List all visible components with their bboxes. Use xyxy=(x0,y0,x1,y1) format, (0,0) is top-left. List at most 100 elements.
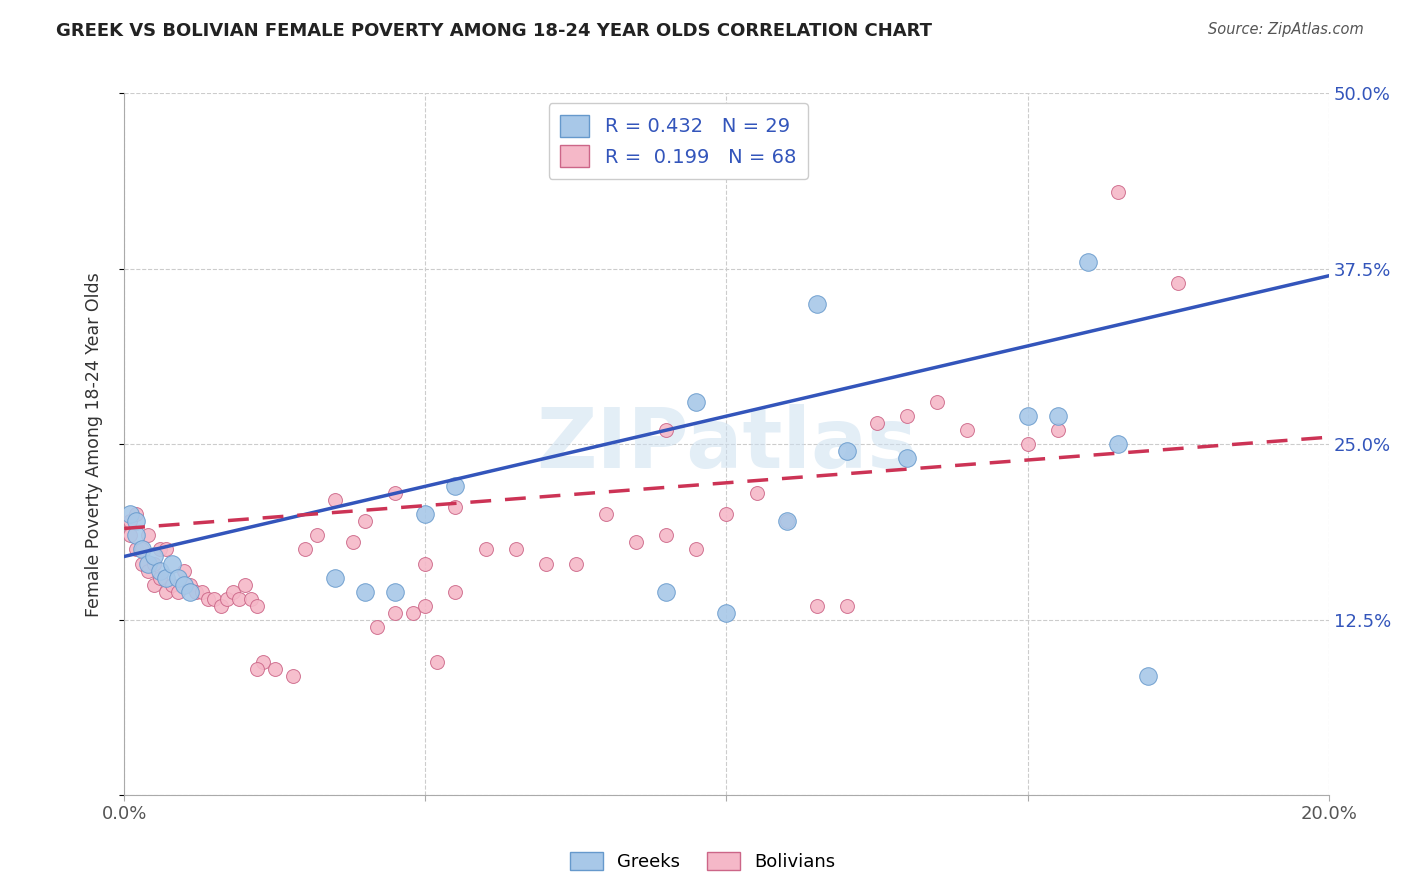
Point xyxy=(426,655,449,669)
Point xyxy=(474,542,496,557)
Point xyxy=(685,395,707,409)
Point xyxy=(866,416,889,430)
Point xyxy=(1077,254,1099,268)
Point xyxy=(896,451,918,466)
Point xyxy=(1107,437,1129,451)
Point xyxy=(246,599,269,613)
Point xyxy=(1046,423,1069,437)
Point xyxy=(505,542,527,557)
Point xyxy=(1137,669,1160,683)
Point xyxy=(209,599,232,613)
Point xyxy=(228,591,250,606)
Point xyxy=(384,584,406,599)
Point xyxy=(120,515,142,529)
Point xyxy=(173,577,195,591)
Point xyxy=(162,557,184,571)
Point xyxy=(624,535,647,549)
Y-axis label: Female Poverty Among 18-24 Year Olds: Female Poverty Among 18-24 Year Olds xyxy=(86,272,103,616)
Point xyxy=(120,528,142,542)
Point xyxy=(281,669,304,683)
Point xyxy=(125,542,148,557)
Point xyxy=(655,584,678,599)
Point xyxy=(179,584,201,599)
Point xyxy=(197,591,219,606)
Point xyxy=(1107,185,1129,199)
Point xyxy=(655,423,678,437)
Point xyxy=(149,564,172,578)
Point xyxy=(191,584,214,599)
Point xyxy=(835,599,858,613)
Point xyxy=(233,577,256,591)
Point xyxy=(1017,409,1039,424)
Point xyxy=(413,599,436,613)
Point xyxy=(835,444,858,458)
Point xyxy=(173,564,195,578)
Point xyxy=(131,542,153,557)
Point xyxy=(204,591,226,606)
Point xyxy=(776,515,799,529)
Text: ZIPatlas: ZIPatlas xyxy=(536,404,917,484)
Point xyxy=(806,297,828,311)
Point xyxy=(155,542,177,557)
Point xyxy=(143,577,166,591)
Point xyxy=(221,584,243,599)
Point xyxy=(534,557,557,571)
Point xyxy=(167,570,190,584)
Point xyxy=(354,515,377,529)
Point xyxy=(444,584,467,599)
Point xyxy=(444,500,467,515)
Point xyxy=(384,486,406,500)
Point xyxy=(136,528,159,542)
Point xyxy=(1017,437,1039,451)
Point xyxy=(384,606,406,620)
Point xyxy=(149,570,172,584)
Point xyxy=(246,662,269,676)
Point xyxy=(155,584,177,599)
Point xyxy=(131,542,153,557)
Point xyxy=(806,599,828,613)
Point xyxy=(716,606,738,620)
Point xyxy=(1046,409,1069,424)
Point xyxy=(263,662,285,676)
Point xyxy=(444,479,467,493)
Point xyxy=(131,557,153,571)
Point xyxy=(149,542,172,557)
Point xyxy=(655,528,678,542)
Point xyxy=(402,606,425,620)
Point xyxy=(565,557,588,571)
Point xyxy=(927,395,949,409)
Point xyxy=(239,591,262,606)
Point xyxy=(323,570,346,584)
Point xyxy=(136,557,159,571)
Point xyxy=(354,584,377,599)
Point xyxy=(896,409,918,424)
Point xyxy=(215,591,238,606)
Point xyxy=(342,535,364,549)
Legend: R = 0.432   N = 29, R =  0.199   N = 68: R = 0.432 N = 29, R = 0.199 N = 68 xyxy=(548,103,808,179)
Point xyxy=(179,577,201,591)
Point xyxy=(120,508,142,522)
Point xyxy=(1167,276,1189,290)
Point xyxy=(305,528,328,542)
Text: Source: ZipAtlas.com: Source: ZipAtlas.com xyxy=(1208,22,1364,37)
Point xyxy=(413,508,436,522)
Point xyxy=(125,515,148,529)
Point xyxy=(716,508,738,522)
Point xyxy=(294,542,316,557)
Point xyxy=(136,564,159,578)
Point xyxy=(366,620,388,634)
Point xyxy=(143,549,166,564)
Point xyxy=(155,570,177,584)
Point xyxy=(167,584,190,599)
Point xyxy=(685,542,707,557)
Point xyxy=(143,557,166,571)
Legend: Greeks, Bolivians: Greeks, Bolivians xyxy=(564,845,842,879)
Text: GREEK VS BOLIVIAN FEMALE POVERTY AMONG 18-24 YEAR OLDS CORRELATION CHART: GREEK VS BOLIVIAN FEMALE POVERTY AMONG 1… xyxy=(56,22,932,40)
Point xyxy=(745,486,768,500)
Point xyxy=(125,508,148,522)
Point xyxy=(776,515,799,529)
Point xyxy=(162,577,184,591)
Point xyxy=(323,493,346,508)
Point xyxy=(252,655,274,669)
Point xyxy=(956,423,979,437)
